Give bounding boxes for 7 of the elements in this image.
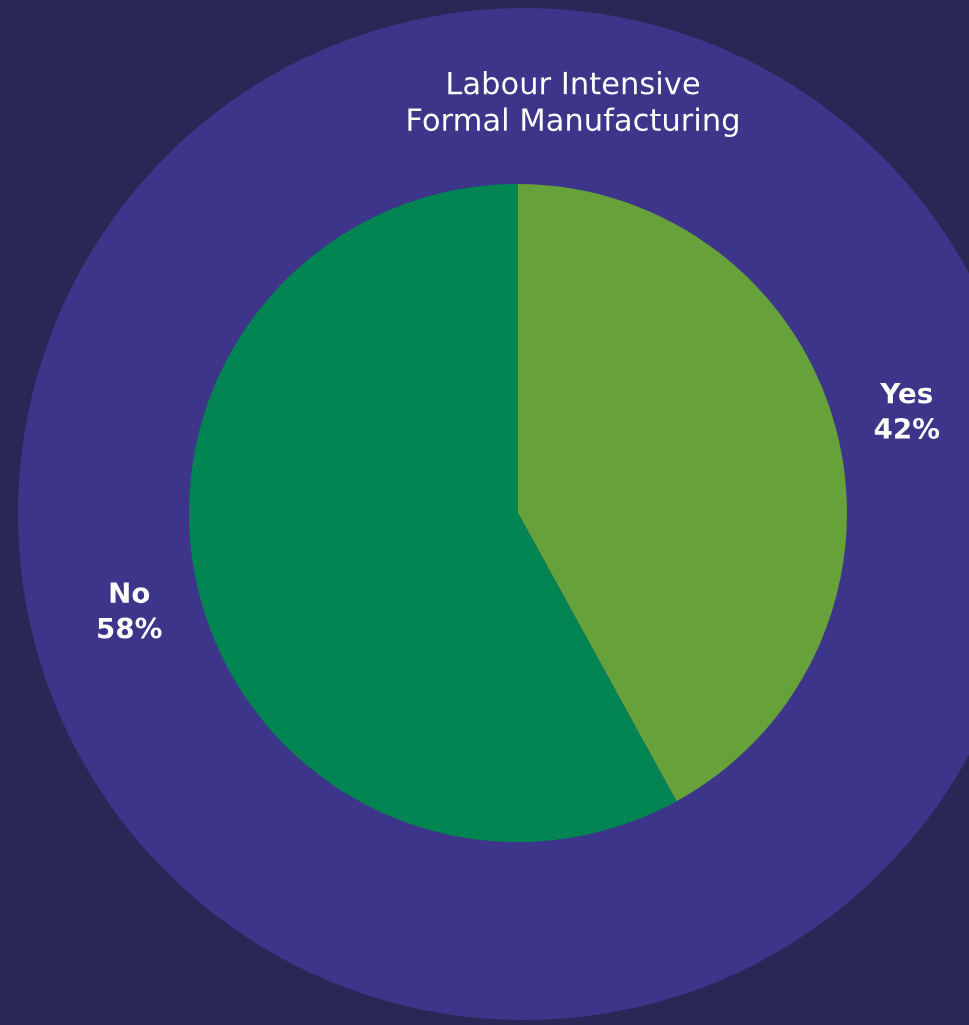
data-label: 58% — [98, 617, 162, 639]
slice-label: Yes — [880, 382, 932, 404]
pie-slice — [189, 184, 677, 842]
data-label: 42% — [874, 417, 940, 439]
chart-title: Labour Intensive Formal Manufacturing — [408, 70, 738, 138]
slice-label: No — [110, 582, 150, 604]
pie-slice — [518, 184, 847, 802]
